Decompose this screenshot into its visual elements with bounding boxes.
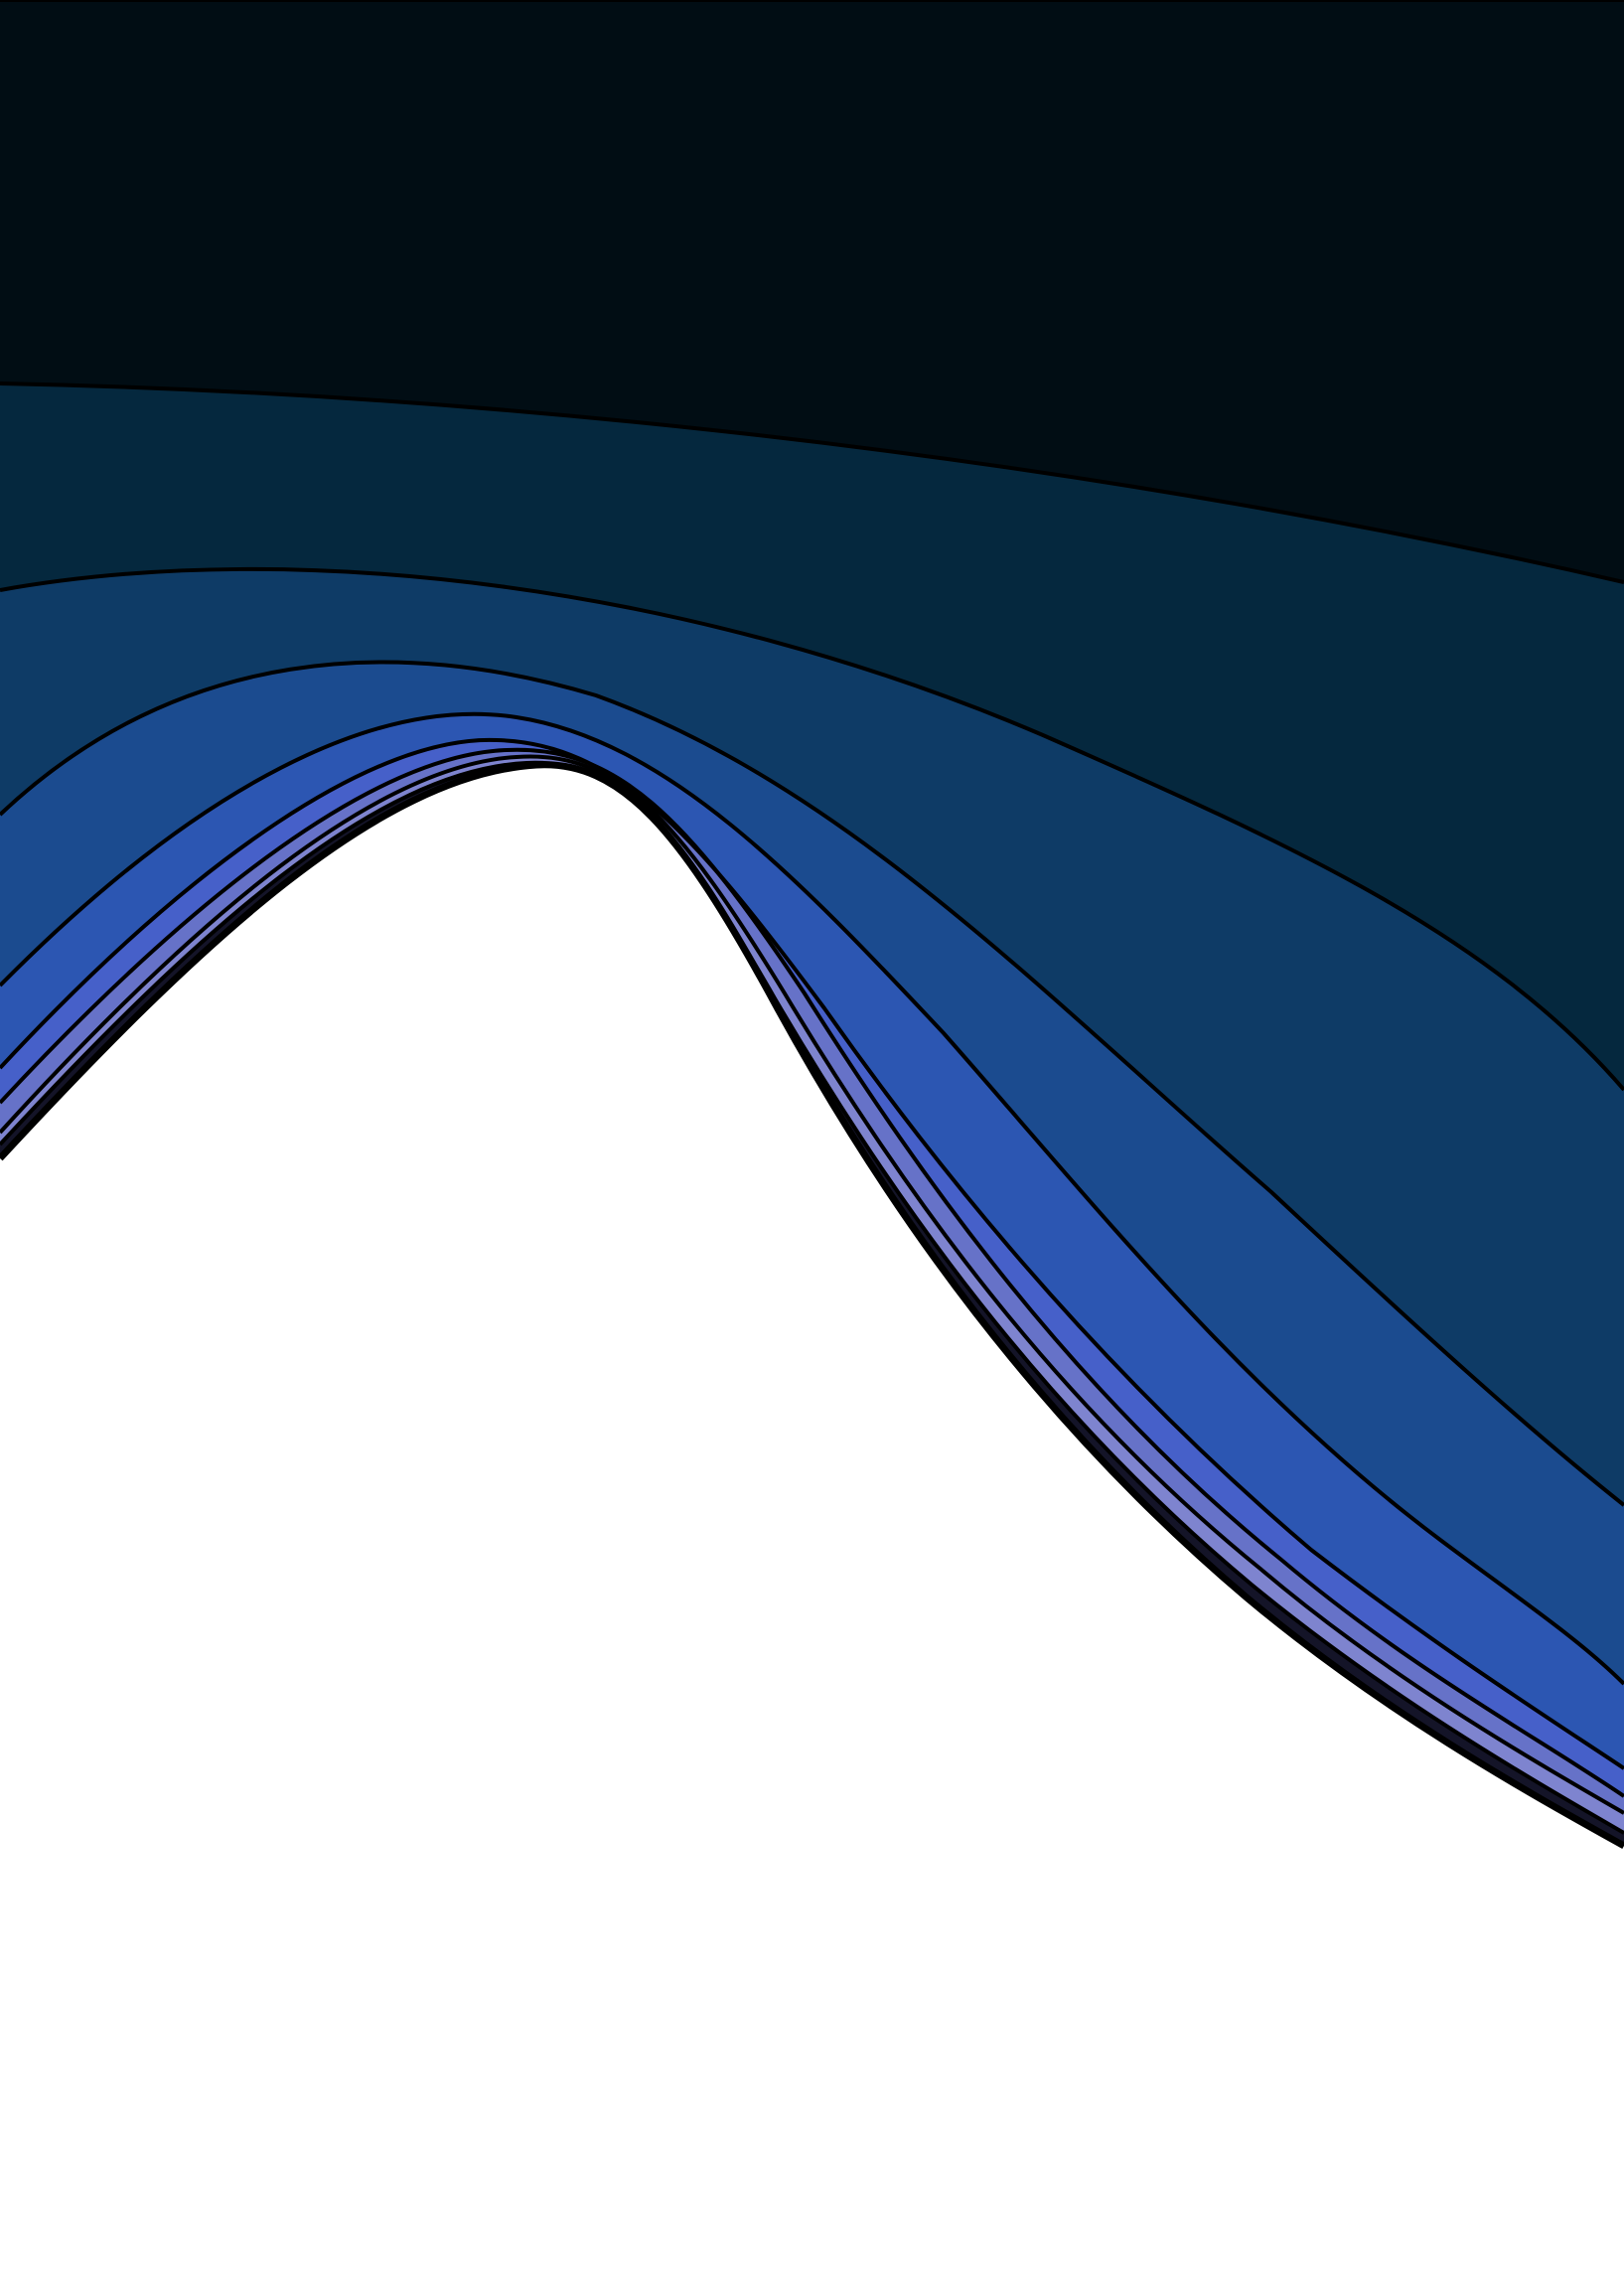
band-7-periwinkle-outline [0, 754, 1624, 1815]
band-6-blue-outline [0, 747, 1624, 1798]
band-9-dark-edge-outline [0, 761, 1624, 1850]
wave-bands [0, 0, 1624, 1850]
band-5-royal-blue-outline [0, 737, 1624, 1770]
band-1-night-outline [0, 381, 1624, 584]
band-3-navy-outline [0, 660, 1624, 1507]
band-2-deep-teal-outline [0, 566, 1624, 1092]
band-4-dark-blue-outline [0, 711, 1624, 1686]
band-1-night [0, 0, 1624, 582]
band-8-lavender-outline [0, 760, 1624, 1835]
